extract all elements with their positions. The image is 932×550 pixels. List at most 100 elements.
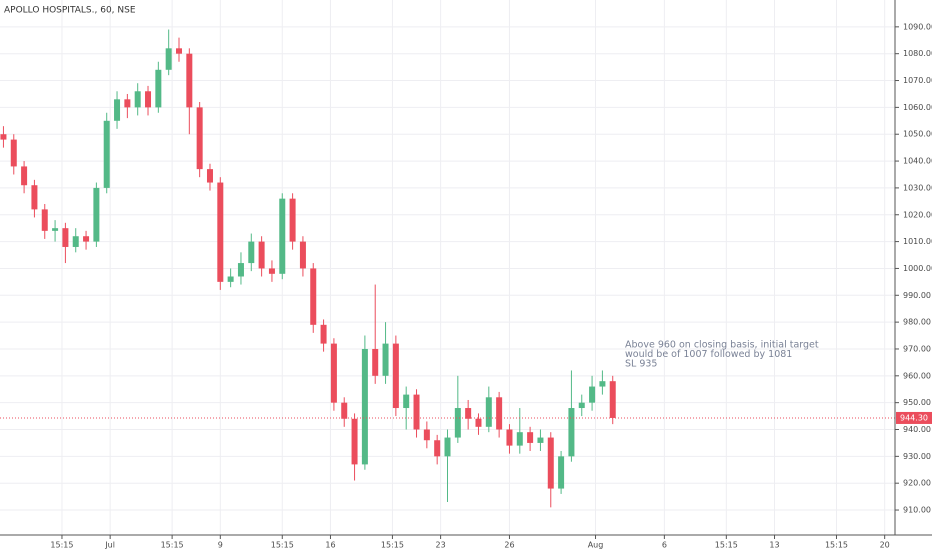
chart-title: APOLLO HOSPITALS., 60, NSE [4, 6, 136, 16]
axes: 910.00 920.00 930.00 940.00 950.00 960.00 970.… [50, 22, 932, 550]
y-tick-label: 970.00 [903, 344, 931, 353]
candle-body [320, 324, 327, 344]
y-tick-label: 920.00 [903, 479, 931, 488]
candle-body [496, 397, 503, 430]
candle-body [558, 456, 565, 489]
candle-body [279, 198, 286, 274]
candle-body [589, 386, 596, 403]
candle-body [351, 418, 358, 465]
y-tick-label: 960.00 [903, 371, 931, 380]
candle-body [103, 120, 110, 188]
x-tick-label: 15:15 [825, 541, 848, 550]
candle-body [361, 348, 368, 465]
y-tick-label: 1010.00 [903, 237, 932, 246]
candle-body [485, 397, 492, 427]
x-tick-label: Aug [588, 541, 604, 550]
y-tick-label: 1070.00 [903, 76, 932, 85]
candle-body [52, 228, 59, 231]
candle-body [237, 263, 244, 277]
candle-body [186, 53, 193, 108]
candles [0, 29, 895, 508]
candle-body [165, 48, 172, 70]
candle-body [454, 408, 461, 438]
candle-body [0, 134, 7, 140]
x-tick-label: 15:15 [381, 541, 404, 550]
x-tick-label: 13 [769, 541, 779, 550]
candle-body [289, 198, 296, 242]
annotation: SL 935 [625, 359, 657, 370]
candle-body [124, 99, 131, 108]
y-tick-label: 930.00 [903, 452, 931, 461]
candle-body [31, 185, 38, 210]
candle-body [227, 276, 234, 282]
candle-body [465, 408, 472, 419]
candle-body [527, 432, 534, 443]
x-tick-label: 6 [662, 541, 667, 550]
x-tick-label: Jul [104, 541, 115, 550]
candle-body [248, 241, 255, 264]
y-tick-label: 1040.00 [903, 157, 932, 166]
y-tick-label: 940.00 [903, 425, 931, 434]
x-tick-label: 20 [880, 541, 890, 550]
candle-body [299, 241, 306, 269]
candle-body [62, 228, 69, 247]
candle-body [392, 343, 399, 409]
grid [0, 0, 895, 535]
candle-body [516, 432, 523, 446]
candle-body [444, 437, 451, 457]
candle-body [155, 69, 162, 108]
y-tick-label: 1020.00 [903, 210, 932, 219]
candle-body [268, 268, 275, 274]
candle-body [403, 394, 410, 409]
y-tick-label: 1000.00 [903, 264, 932, 273]
x-tick-label: 23 [436, 541, 446, 550]
candle-body [21, 166, 28, 186]
y-tick-label: 1090.00 [903, 22, 932, 31]
x-tick-label: 15:15 [715, 541, 738, 550]
candle-body [83, 236, 90, 242]
candle-body [114, 99, 121, 121]
candle-body [330, 343, 337, 403]
candle-body [413, 394, 420, 430]
candle-body [609, 381, 616, 418]
y-tick-label: 980.00 [903, 318, 931, 327]
annotation: Above 960 on closing basis, initial targ… [625, 340, 819, 351]
x-tick-label: 26 [504, 541, 514, 550]
last-price-label: 944.30 [900, 413, 928, 422]
y-tick-label: 1030.00 [903, 183, 932, 192]
candle-body [568, 408, 575, 457]
candle-body [341, 402, 348, 419]
candle-body [310, 268, 317, 325]
candle-body [93, 187, 100, 242]
x-tick-label: 9 [218, 541, 223, 550]
y-tick-label: 1060.00 [903, 103, 932, 112]
x-tick-label: 16 [325, 541, 335, 550]
candle-body [506, 429, 513, 446]
candle-body [206, 169, 213, 183]
candle-body [547, 437, 554, 489]
candle-body [176, 48, 182, 54]
x-tick-label: 15:15 [271, 541, 294, 550]
y-tick-label: 910.00 [903, 506, 931, 515]
candle-body [475, 418, 482, 427]
candle-body [72, 236, 79, 247]
candle-body [434, 440, 441, 457]
candle-body [599, 381, 606, 387]
y-tick-label: 990.00 [903, 291, 931, 300]
y-tick-label: 1080.00 [903, 49, 932, 58]
candle-body [196, 107, 203, 170]
x-tick-label: 15:15 [161, 541, 184, 550]
candle-body [10, 139, 17, 167]
x-tick-label: 15:15 [50, 541, 73, 550]
annotation: would be of 1007 followed by 1081 [625, 349, 792, 360]
candle-body [578, 402, 585, 409]
candle-body [145, 91, 152, 108]
candle-body [372, 348, 379, 376]
candle-body [382, 343, 389, 376]
candle-body [41, 209, 48, 231]
candle-body [134, 91, 141, 108]
candle-body [423, 429, 430, 441]
y-tick-label: 1050.00 [903, 130, 932, 139]
candle-body [217, 182, 224, 282]
